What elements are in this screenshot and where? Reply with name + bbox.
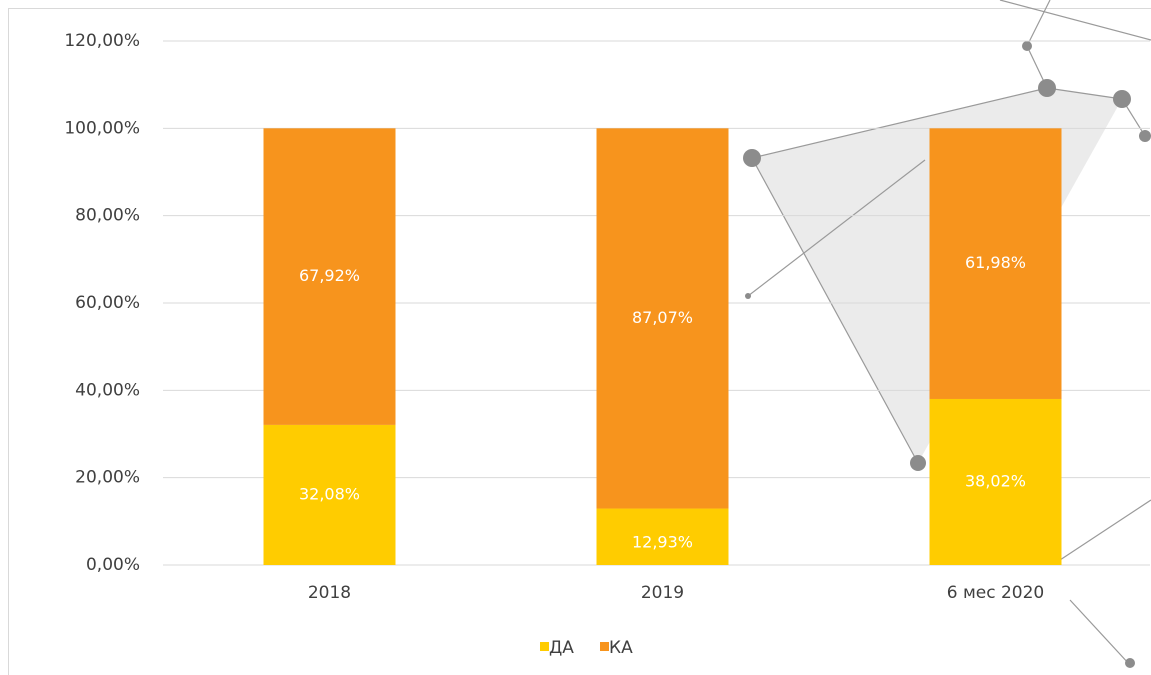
- value-label: 12,93%: [632, 533, 693, 552]
- legend-label: ДА: [549, 638, 574, 658]
- y-tick-label: 20,00%: [75, 468, 140, 488]
- value-label: 38,02%: [965, 471, 1026, 490]
- x-tick-label: 2018: [308, 583, 351, 603]
- legend-swatch: [600, 642, 609, 651]
- x-tick-label: 2019: [641, 583, 684, 603]
- x-tick-label: 6 мес 2020: [947, 583, 1045, 603]
- value-label: 61,98%: [965, 253, 1026, 272]
- bar-segment: [929, 398, 1062, 565]
- bar-segment: [596, 128, 729, 509]
- y-tick-label: 100,00%: [64, 118, 140, 138]
- bar-segment: [263, 128, 396, 425]
- y-tick-label: 60,00%: [75, 293, 140, 313]
- value-label: 32,08%: [299, 484, 360, 503]
- y-tick-label: 0,00%: [86, 555, 140, 575]
- value-label: 67,92%: [299, 266, 360, 285]
- bar-segment: [263, 424, 396, 565]
- value-label: 87,07%: [632, 308, 693, 327]
- bar-segment: [929, 128, 1062, 399]
- y-tick-label: 80,00%: [75, 206, 140, 226]
- y-tick-label: 40,00%: [75, 380, 140, 400]
- legend-swatch: [540, 642, 549, 651]
- y-tick-label: 120,00%: [64, 31, 140, 51]
- bar-segment: [596, 508, 729, 565]
- legend-label: КА: [609, 638, 633, 658]
